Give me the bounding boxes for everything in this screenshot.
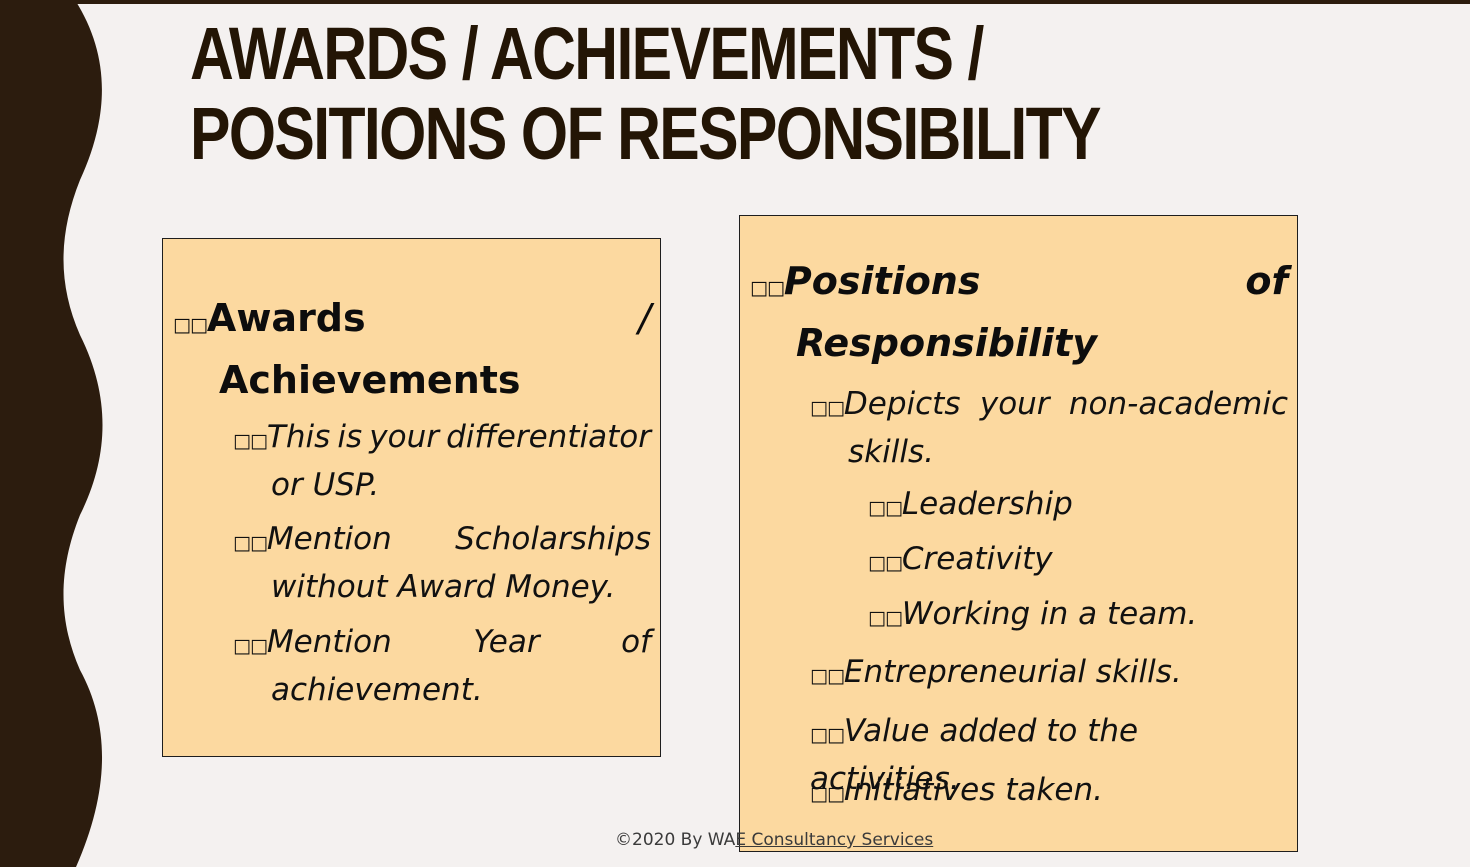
positions-of-responsibility-box: □□Positions of Responsibility □□Depicts … (739, 215, 1298, 852)
responsibility-heading-text: Responsibility (796, 321, 1097, 365)
bullet-icon: □□ (868, 497, 903, 519)
positions-heading: □□Positions of Responsibility (750, 254, 1288, 371)
list-item: □□Entrepreneurial skills. (810, 654, 1182, 690)
bullet-icon: □□ (810, 724, 845, 746)
bullet-icon: □□ (868, 607, 903, 629)
copyright-footer: ©2020 By WAE Consultancy Services (615, 830, 934, 850)
bullet-icon: □□ (810, 397, 845, 419)
bullet-icon: □□ (810, 665, 845, 687)
list-item: □□This is your differentiator or USP. (233, 419, 651, 503)
awards-heading: □□Awards / Achievements (173, 291, 651, 408)
bullet-icon: □□ (750, 277, 785, 299)
bullet-icon: □□ (233, 532, 268, 554)
top-border (0, 0, 1470, 4)
sub-list-item: □□Working in a team. (868, 596, 1198, 632)
list-item: □□Mention Year of achievement. (233, 624, 651, 708)
awards-heading-separator: / (638, 296, 651, 340)
list-item: □□Value added to the activities. (810, 713, 1139, 797)
awards-heading-text: Awards (206, 296, 366, 340)
list-item: □□Depicts your non-academic skills. (810, 386, 1288, 470)
slide-title: AWARDS / ACHIEVEMENTS / POSITIONS OF RES… (190, 12, 1102, 175)
achievements-heading-text: Achievements (219, 358, 521, 402)
wave-decoration (0, 0, 103, 867)
bullet-icon: □□ (233, 635, 268, 657)
sub-list-item: □□Creativity (868, 541, 1053, 577)
bullet-icon: □□ (868, 552, 903, 574)
list-item: □□Mention Scholarships without Award Mon… (233, 521, 651, 605)
list-item: □□Initiatives taken. (810, 772, 1103, 808)
bullet-icon: □□ (173, 314, 208, 336)
bullet-icon: □□ (233, 430, 268, 452)
awards-achievements-box: □□Awards / Achievements □□This is your d… (162, 238, 661, 757)
sub-list-item: □□Leadership (868, 486, 1073, 522)
bullet-icon: □□ (810, 783, 845, 805)
positions-heading-text: Positions (783, 259, 981, 303)
